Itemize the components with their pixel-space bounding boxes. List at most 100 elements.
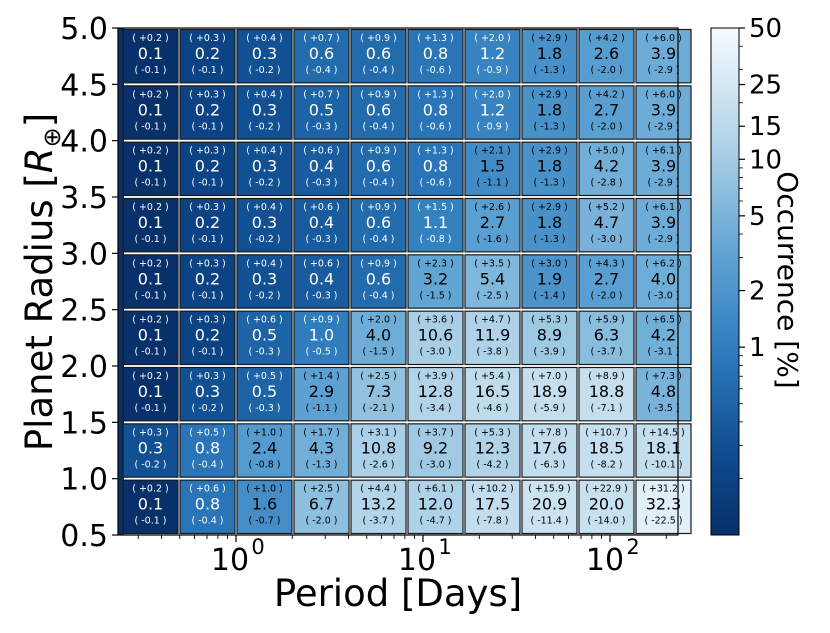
cell-rect bbox=[293, 141, 350, 197]
heatmap-cell: ( +0.9 )0.6 ( -0.4 ) bbox=[350, 197, 407, 253]
cell-rect bbox=[293, 423, 350, 478]
cell-rect bbox=[179, 85, 236, 140]
cell-lower-error: ( -1.3 ) bbox=[534, 65, 566, 76]
cell-lower-error: ( -8.2 ) bbox=[591, 459, 623, 470]
heatmap-cell: ( +4.4 )13.2 ( -3.7 ) bbox=[350, 479, 407, 535]
cell-rect bbox=[464, 85, 521, 140]
cell-lower-error: ( -5.9 ) bbox=[534, 403, 566, 414]
cell-rect bbox=[179, 141, 236, 197]
heatmap-cell: ( +6.0 )3.9 ( -2.9 ) bbox=[635, 28, 692, 84]
cell-value: 18.5 bbox=[589, 438, 625, 457]
cell-rect bbox=[464, 479, 521, 535]
y-tick-label: 0.5 bbox=[60, 519, 108, 554]
cell-value: 0.6 bbox=[366, 157, 391, 176]
heatmap-cell: ( +6.1 )3.9 ( -2.9 ) bbox=[635, 197, 692, 253]
cell-value: 0.2 bbox=[195, 213, 220, 232]
cell-lower-error: ( -7.8 ) bbox=[477, 516, 509, 527]
cell-rect bbox=[407, 85, 464, 140]
cell-upper-error: ( +0.3 ) bbox=[189, 146, 226, 157]
cell-lower-error: ( -0.4 ) bbox=[363, 65, 395, 76]
cell-lower-error: ( -2.0 ) bbox=[591, 121, 623, 132]
cell-upper-error: ( +8.9 ) bbox=[588, 371, 625, 382]
y-tick-label: 3.0 bbox=[60, 237, 108, 272]
cell-lower-error: ( -2.9 ) bbox=[648, 178, 680, 189]
cell-value: 3.2 bbox=[423, 269, 448, 288]
cell-value: 0.5 bbox=[252, 382, 277, 401]
heatmap-cell: ( +0.3 )0.3 ( -0.2 ) bbox=[122, 423, 179, 478]
cell-upper-error: ( +0.6 ) bbox=[303, 258, 340, 269]
heatmap-cell: ( +0.2 )0.1 ( -0.1 ) bbox=[122, 85, 179, 140]
cell-rect bbox=[122, 141, 179, 197]
cell-upper-error: ( +15.9 ) bbox=[528, 484, 571, 495]
cell-value: 10.6 bbox=[418, 326, 454, 345]
cell-lower-error: ( -0.1 ) bbox=[135, 234, 167, 245]
cell-rect bbox=[179, 310, 236, 366]
cell-upper-error: ( +6.1 ) bbox=[645, 146, 682, 157]
cell-lower-error: ( -2.0 ) bbox=[306, 516, 338, 527]
cell-upper-error: ( +0.3 ) bbox=[132, 427, 169, 438]
cell-rect bbox=[350, 28, 407, 84]
cell-value: 20.0 bbox=[589, 495, 625, 514]
heatmap-cell: ( +6.2 )4.0 ( -3.0 ) bbox=[635, 254, 692, 309]
cell-value: 20.9 bbox=[532, 495, 568, 514]
cell-lower-error: ( -4.7 ) bbox=[420, 516, 452, 527]
heatmap-cell: ( +31.2 )32.3 ( -22.5 ) bbox=[635, 479, 692, 535]
cell-upper-error: ( +2.9 ) bbox=[531, 33, 568, 44]
cell-lower-error: ( -0.4 ) bbox=[192, 459, 224, 470]
cell-lower-error: ( -6.3 ) bbox=[534, 459, 566, 470]
cell-lower-error: ( -3.4 ) bbox=[420, 403, 452, 414]
cell-value: 4.2 bbox=[594, 157, 619, 176]
heatmap-cell: ( +7.0 )18.9 ( -5.9 ) bbox=[521, 366, 578, 422]
cell-value: 1.2 bbox=[480, 100, 505, 119]
heatmap-cell: ( +10.2 )17.5 ( -7.8 ) bbox=[464, 479, 521, 535]
cell-upper-error: ( +6.0 ) bbox=[645, 89, 682, 100]
cell-lower-error: ( -3.1 ) bbox=[648, 347, 680, 358]
cell-upper-error: ( +0.3 ) bbox=[189, 202, 226, 213]
heatmap-cell: ( +0.9 )0.6 ( -0.4 ) bbox=[350, 28, 407, 84]
cell-value: 0.3 bbox=[252, 44, 277, 63]
cell-lower-error: ( -0.1 ) bbox=[135, 121, 167, 132]
cell-value: 0.6 bbox=[366, 213, 391, 232]
cell-upper-error: ( +1.5 ) bbox=[417, 202, 454, 213]
cell-upper-error: ( +1.4 ) bbox=[303, 371, 340, 382]
cell-upper-error: ( +2.0 ) bbox=[360, 315, 397, 326]
heatmap-cell: ( +0.3 )0.2 ( -0.1 ) bbox=[179, 310, 236, 366]
heatmap-cell: ( +0.4 )0.3 ( -0.2 ) bbox=[236, 197, 293, 253]
heatmap-cell: ( +0.3 )0.3 ( -0.2 ) bbox=[179, 366, 236, 422]
cell-rect bbox=[350, 479, 407, 535]
cell-rect bbox=[179, 366, 236, 422]
cell-upper-error: ( +6.5 ) bbox=[645, 315, 682, 326]
cell-upper-error: ( +0.2 ) bbox=[132, 89, 169, 100]
heatmap-cell: ( +0.2 )0.1 ( -0.1 ) bbox=[122, 254, 179, 309]
cell-rect bbox=[464, 310, 521, 366]
cell-lower-error: ( -4.2 ) bbox=[477, 459, 509, 470]
cell-rect bbox=[578, 423, 635, 478]
cell-rect bbox=[464, 366, 521, 422]
cell-value: 13.2 bbox=[361, 495, 397, 514]
cell-value: 2.7 bbox=[480, 213, 505, 232]
heatmap-cell: ( +0.5 )0.8 ( -0.4 ) bbox=[179, 423, 236, 478]
cell-lower-error: ( -0.3 ) bbox=[306, 178, 338, 189]
y-axis-label-text: Planet Radius [R⊕] bbox=[18, 113, 66, 451]
heatmap-cell: ( +10.7 )18.5 ( -8.2 ) bbox=[578, 423, 635, 478]
cell-value: 4.3 bbox=[309, 438, 334, 457]
cell-rect bbox=[293, 254, 350, 309]
cell-lower-error: ( -0.2 ) bbox=[192, 403, 224, 414]
cell-lower-error: ( -2.5 ) bbox=[477, 290, 509, 301]
cell-value: 0.8 bbox=[423, 100, 448, 119]
cell-rect bbox=[635, 479, 692, 535]
cell-value: 4.0 bbox=[366, 326, 391, 345]
heatmap-cell: ( +7.3 )4.8 ( -3.5 ) bbox=[635, 366, 692, 422]
cell-upper-error: ( +31.2 ) bbox=[642, 484, 685, 495]
cell-value: 4.2 bbox=[651, 326, 676, 345]
cell-value: 0.3 bbox=[252, 213, 277, 232]
cell-rect bbox=[521, 366, 578, 422]
cell-lower-error: ( -0.6 ) bbox=[420, 65, 452, 76]
heatmap-cell: ( +6.0 )3.9 ( -2.9 ) bbox=[635, 85, 692, 140]
heatmap-cell: ( +7.8 )17.6 ( -6.3 ) bbox=[521, 423, 578, 478]
cell-rect bbox=[521, 28, 578, 84]
heatmap-cell: ( +2.3 )3.2 ( -1.5 ) bbox=[407, 254, 464, 309]
cell-rect bbox=[179, 254, 236, 309]
cell-value: 32.3 bbox=[646, 495, 682, 514]
cell-rect bbox=[236, 85, 293, 140]
